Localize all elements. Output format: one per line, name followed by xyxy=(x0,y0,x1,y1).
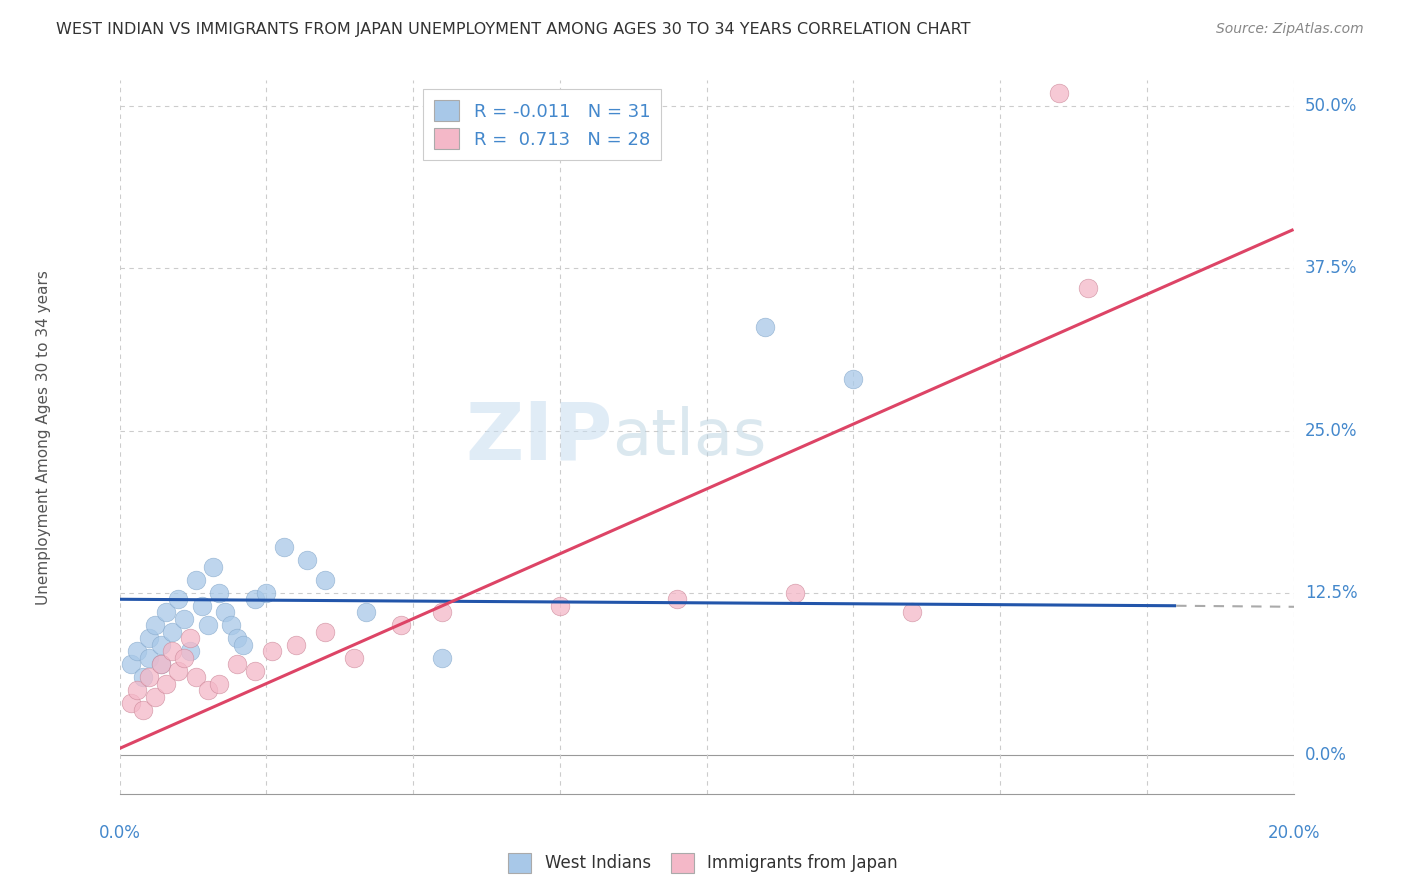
Point xyxy=(149,657,172,672)
Point xyxy=(214,605,236,619)
Point xyxy=(225,657,249,672)
Point xyxy=(284,638,307,652)
Point xyxy=(754,319,776,334)
Point xyxy=(190,599,212,613)
Point xyxy=(127,644,149,658)
Point xyxy=(197,618,219,632)
Point xyxy=(173,612,195,626)
Point xyxy=(143,690,166,704)
Text: 12.5%: 12.5% xyxy=(1305,583,1357,602)
Point xyxy=(143,618,166,632)
Text: Source: ZipAtlas.com: Source: ZipAtlas.com xyxy=(1216,22,1364,37)
Point xyxy=(243,592,266,607)
Text: WEST INDIAN VS IMMIGRANTS FROM JAPAN UNEMPLOYMENT AMONG AGES 30 TO 34 YEARS CORR: WEST INDIAN VS IMMIGRANTS FROM JAPAN UNE… xyxy=(56,22,970,37)
Point xyxy=(167,664,190,678)
Point xyxy=(225,631,249,645)
Point xyxy=(179,631,201,645)
Point xyxy=(432,650,454,665)
Point xyxy=(149,657,172,672)
Point xyxy=(162,644,184,658)
Point xyxy=(1047,87,1070,101)
Legend: R = -0.011   N = 31, R =  0.713   N = 28: R = -0.011 N = 31, R = 0.713 N = 28 xyxy=(423,89,661,160)
Point xyxy=(127,683,149,698)
Point xyxy=(314,573,336,587)
Point xyxy=(208,586,231,600)
Point xyxy=(155,676,177,690)
Point xyxy=(208,676,231,690)
Point xyxy=(184,670,207,684)
Point xyxy=(254,586,277,600)
Point xyxy=(162,624,184,639)
Point xyxy=(548,599,571,613)
Text: 20.0%: 20.0% xyxy=(1267,824,1320,842)
Point xyxy=(297,553,319,567)
Point xyxy=(132,670,155,684)
Point xyxy=(232,638,254,652)
Text: atlas: atlas xyxy=(613,406,766,468)
Point xyxy=(783,586,806,600)
Point xyxy=(155,605,177,619)
Text: 0.0%: 0.0% xyxy=(98,824,141,842)
Point xyxy=(120,657,142,672)
Point xyxy=(666,592,689,607)
Point xyxy=(179,644,201,658)
Text: 25.0%: 25.0% xyxy=(1305,422,1357,440)
Point xyxy=(432,605,454,619)
Point xyxy=(219,618,242,632)
Point xyxy=(138,650,160,665)
Point xyxy=(132,702,155,716)
Point xyxy=(901,605,924,619)
Point xyxy=(1077,281,1099,295)
Text: 37.5%: 37.5% xyxy=(1305,260,1357,277)
Point xyxy=(262,644,284,658)
Point xyxy=(243,664,266,678)
Point xyxy=(184,573,207,587)
Point xyxy=(149,638,172,652)
Point xyxy=(167,592,190,607)
Point xyxy=(273,541,295,555)
Point xyxy=(173,650,195,665)
Point xyxy=(314,624,336,639)
Point xyxy=(202,559,225,574)
Point xyxy=(138,631,160,645)
Text: ZIP: ZIP xyxy=(465,398,613,476)
Text: Unemployment Among Ages 30 to 34 years: Unemployment Among Ages 30 to 34 years xyxy=(35,269,51,605)
Point xyxy=(354,605,377,619)
Point xyxy=(197,683,219,698)
Point xyxy=(343,650,366,665)
Text: 50.0%: 50.0% xyxy=(1305,97,1357,115)
Point xyxy=(389,618,412,632)
Point xyxy=(842,372,865,386)
Point xyxy=(138,670,160,684)
Text: 0.0%: 0.0% xyxy=(1305,746,1347,764)
Point xyxy=(120,696,142,710)
Legend: West Indians, Immigrants from Japan: West Indians, Immigrants from Japan xyxy=(502,847,904,880)
